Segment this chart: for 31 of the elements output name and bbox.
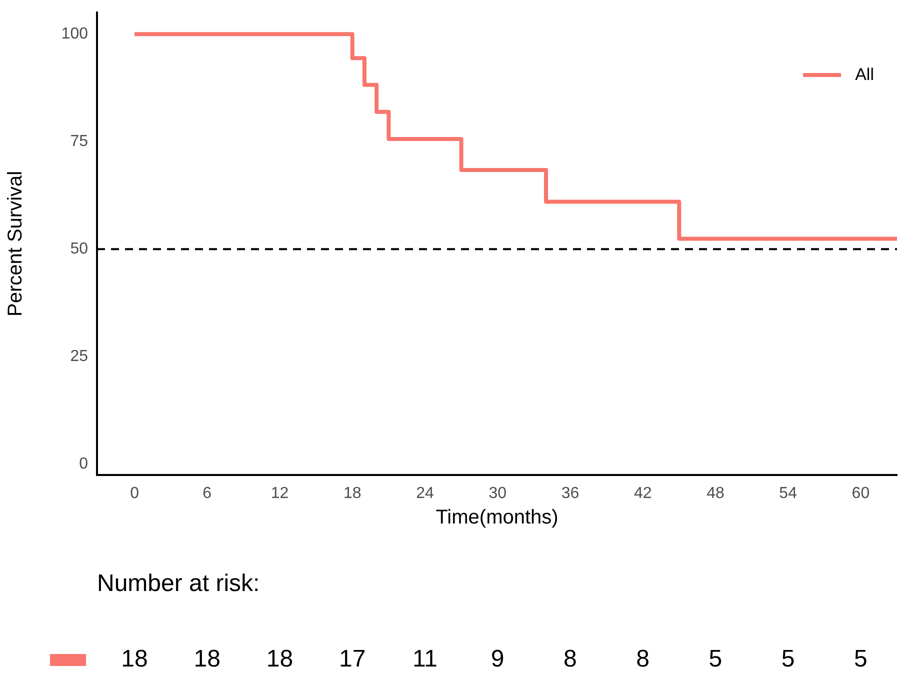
y-tick-label: 100 — [61, 26, 88, 43]
data-label: 18 — [121, 646, 148, 673]
data-label: 18 — [266, 646, 294, 673]
x-tick-label: 30 — [488, 484, 507, 502]
data-label: 5 — [854, 646, 868, 673]
y-tick-label: 75 — [70, 132, 88, 150]
y-axis-title: Percent Survival — [4, 170, 27, 317]
x-axis-title: Time(months) — [436, 506, 558, 529]
x-tick-label: 24 — [416, 484, 434, 502]
data-label: 5 — [781, 646, 795, 673]
x-tick-label: 12 — [270, 484, 289, 502]
data-label: 17 — [339, 646, 366, 673]
x-tick-label: 6 — [202, 484, 212, 502]
x-tick-label: 54 — [779, 484, 798, 502]
x-tick-label: 60 — [852, 484, 870, 502]
data-label: 11 — [412, 646, 438, 673]
legend-label: All — [855, 65, 874, 85]
y-tick-label: 0 — [79, 455, 88, 472]
y-tick-label: 25 — [70, 348, 88, 365]
text: Number at risk: — [97, 570, 260, 598]
x-tick-label: 42 — [634, 484, 652, 502]
data-label: 18 — [194, 646, 220, 673]
data-label: 5 — [708, 646, 722, 673]
data-label: 8 — [564, 646, 577, 673]
x-tick-label: 48 — [706, 484, 724, 502]
x-tick-label: 36 — [561, 484, 580, 502]
x-tick-label: 18 — [343, 484, 362, 502]
x-tick-label: 0 — [130, 484, 140, 502]
data-label: 9 — [490, 646, 504, 673]
y-tick-label: 50 — [70, 240, 88, 258]
data-label: 8 — [636, 646, 650, 673]
